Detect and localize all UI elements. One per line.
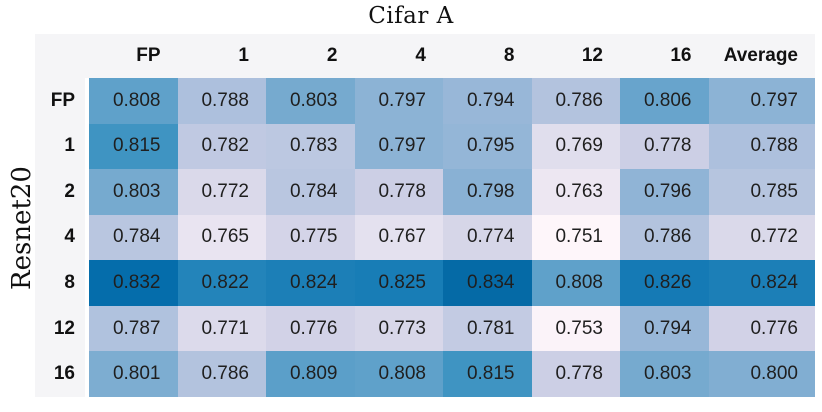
heatmap-cell: 0.806 (620, 78, 709, 124)
heatmap-cell: 0.801 (89, 351, 178, 397)
row-header-1: 1 (35, 123, 85, 170)
heatmap-cell: 0.753 (531, 305, 620, 352)
heatmap-cell: 0.794 (620, 305, 709, 352)
heatmap-cell: 0.800 (708, 351, 815, 397)
heatmap-cell: 0.808 (89, 78, 178, 124)
label-gutter (85, 351, 89, 397)
heatmap-cell: 0.763 (531, 169, 620, 215)
heatmap-cell: 0.776 (266, 305, 355, 352)
heatmap-cell: 0.767 (354, 214, 443, 261)
heatmap-cell: 0.824 (266, 260, 355, 306)
heatmap-cell: 0.785 (708, 169, 815, 215)
heatmap-cell: 0.778 (354, 169, 443, 215)
heatmap-cell: 0.815 (89, 123, 178, 170)
heatmap-cell: 0.787 (89, 305, 178, 352)
heatmap-cell: 0.786 (531, 78, 620, 124)
label-gutter (85, 305, 89, 352)
heatmap-cell: 0.796 (620, 169, 709, 215)
row-header-16: 16 (35, 351, 85, 397)
heatmap-cell: 0.803 (620, 351, 709, 397)
row-header-8: 8 (35, 260, 85, 306)
label-gutter (85, 214, 89, 261)
col-header-1: 1 (177, 34, 266, 78)
heatmap-cell: 0.774 (443, 214, 532, 261)
row-header-4: 4 (35, 214, 85, 261)
heatmap-cell: 0.771 (177, 305, 266, 352)
col-header-16: 16 (620, 34, 709, 78)
heatmap-cell: 0.786 (177, 351, 266, 397)
heatmap-cell: 0.797 (354, 78, 443, 124)
heatmap-cell: 0.781 (443, 305, 532, 352)
heatmap-cell: 0.797 (708, 78, 815, 124)
heatmap-cell: 0.809 (266, 351, 355, 397)
heatmap-cell: 0.795 (443, 123, 532, 170)
heatmap-cell: 0.788 (177, 78, 266, 124)
label-gutter (85, 169, 89, 215)
heatmap-cell: 0.778 (620, 123, 709, 170)
heatmap-cell: 0.825 (354, 260, 443, 306)
heatmap-cell: 0.769 (531, 123, 620, 170)
heatmap-cell: 0.784 (266, 169, 355, 215)
heatmap-cell: 0.776 (708, 305, 815, 352)
heatmap-cell: 0.773 (354, 305, 443, 352)
heatmap-cell: 0.803 (266, 78, 355, 124)
header-corner-cell (35, 34, 89, 78)
heatmap-cell: 0.778 (531, 351, 620, 397)
label-gutter (85, 123, 89, 170)
heatmap-cell: 0.797 (354, 123, 443, 170)
heatmap-cell: 0.803 (89, 169, 178, 215)
heatmap-cell: 0.775 (266, 214, 355, 261)
heatmap-cell: 0.786 (620, 214, 709, 261)
heatmap-cell: 0.826 (620, 260, 709, 306)
heatmap-cell: 0.834 (443, 260, 532, 306)
row-header-fp: FP (35, 78, 85, 124)
label-gutter (85, 78, 89, 124)
heatmap-cell: 0.772 (177, 169, 266, 215)
row-header-12: 12 (35, 305, 85, 352)
heatmap-cell: 0.808 (354, 351, 443, 397)
y-axis-label: Resnet20 (7, 166, 37, 290)
col-header-4: 4 (354, 34, 443, 78)
heatmap-cell: 0.788 (708, 123, 815, 170)
heatmap-cell: 0.822 (177, 260, 266, 306)
heatmap-cell: 0.751 (531, 214, 620, 261)
col-header-average: Average (708, 34, 815, 78)
heatmap-table: FP 1 2 4 8 12 16 Average FP 0.808 0.788 0.803 0.797 0… (35, 34, 815, 397)
col-header-12: 12 (531, 34, 620, 78)
heatmap-cell: 0.772 (708, 214, 815, 261)
heatmap-cell: 0.765 (177, 214, 266, 261)
heatmap-cell: 0.782 (177, 123, 266, 170)
heatmap-cell: 0.784 (89, 214, 178, 261)
chart-title: Cifar A (368, 3, 454, 29)
col-header-8: 8 (443, 34, 532, 78)
label-gutter (85, 260, 89, 306)
row-header-2: 2 (35, 169, 85, 215)
heatmap-cell: 0.783 (266, 123, 355, 170)
heatmap-cell: 0.798 (443, 169, 532, 215)
heatmap-cell: 0.794 (443, 78, 532, 124)
heatmap-cell: 0.832 (89, 260, 178, 306)
heatmap-cell: 0.808 (531, 260, 620, 306)
col-header-2: 2 (266, 34, 355, 78)
heatmap-cell: 0.824 (708, 260, 815, 306)
col-header-fp: FP (89, 34, 178, 78)
heatmap-cell: 0.815 (443, 351, 532, 397)
